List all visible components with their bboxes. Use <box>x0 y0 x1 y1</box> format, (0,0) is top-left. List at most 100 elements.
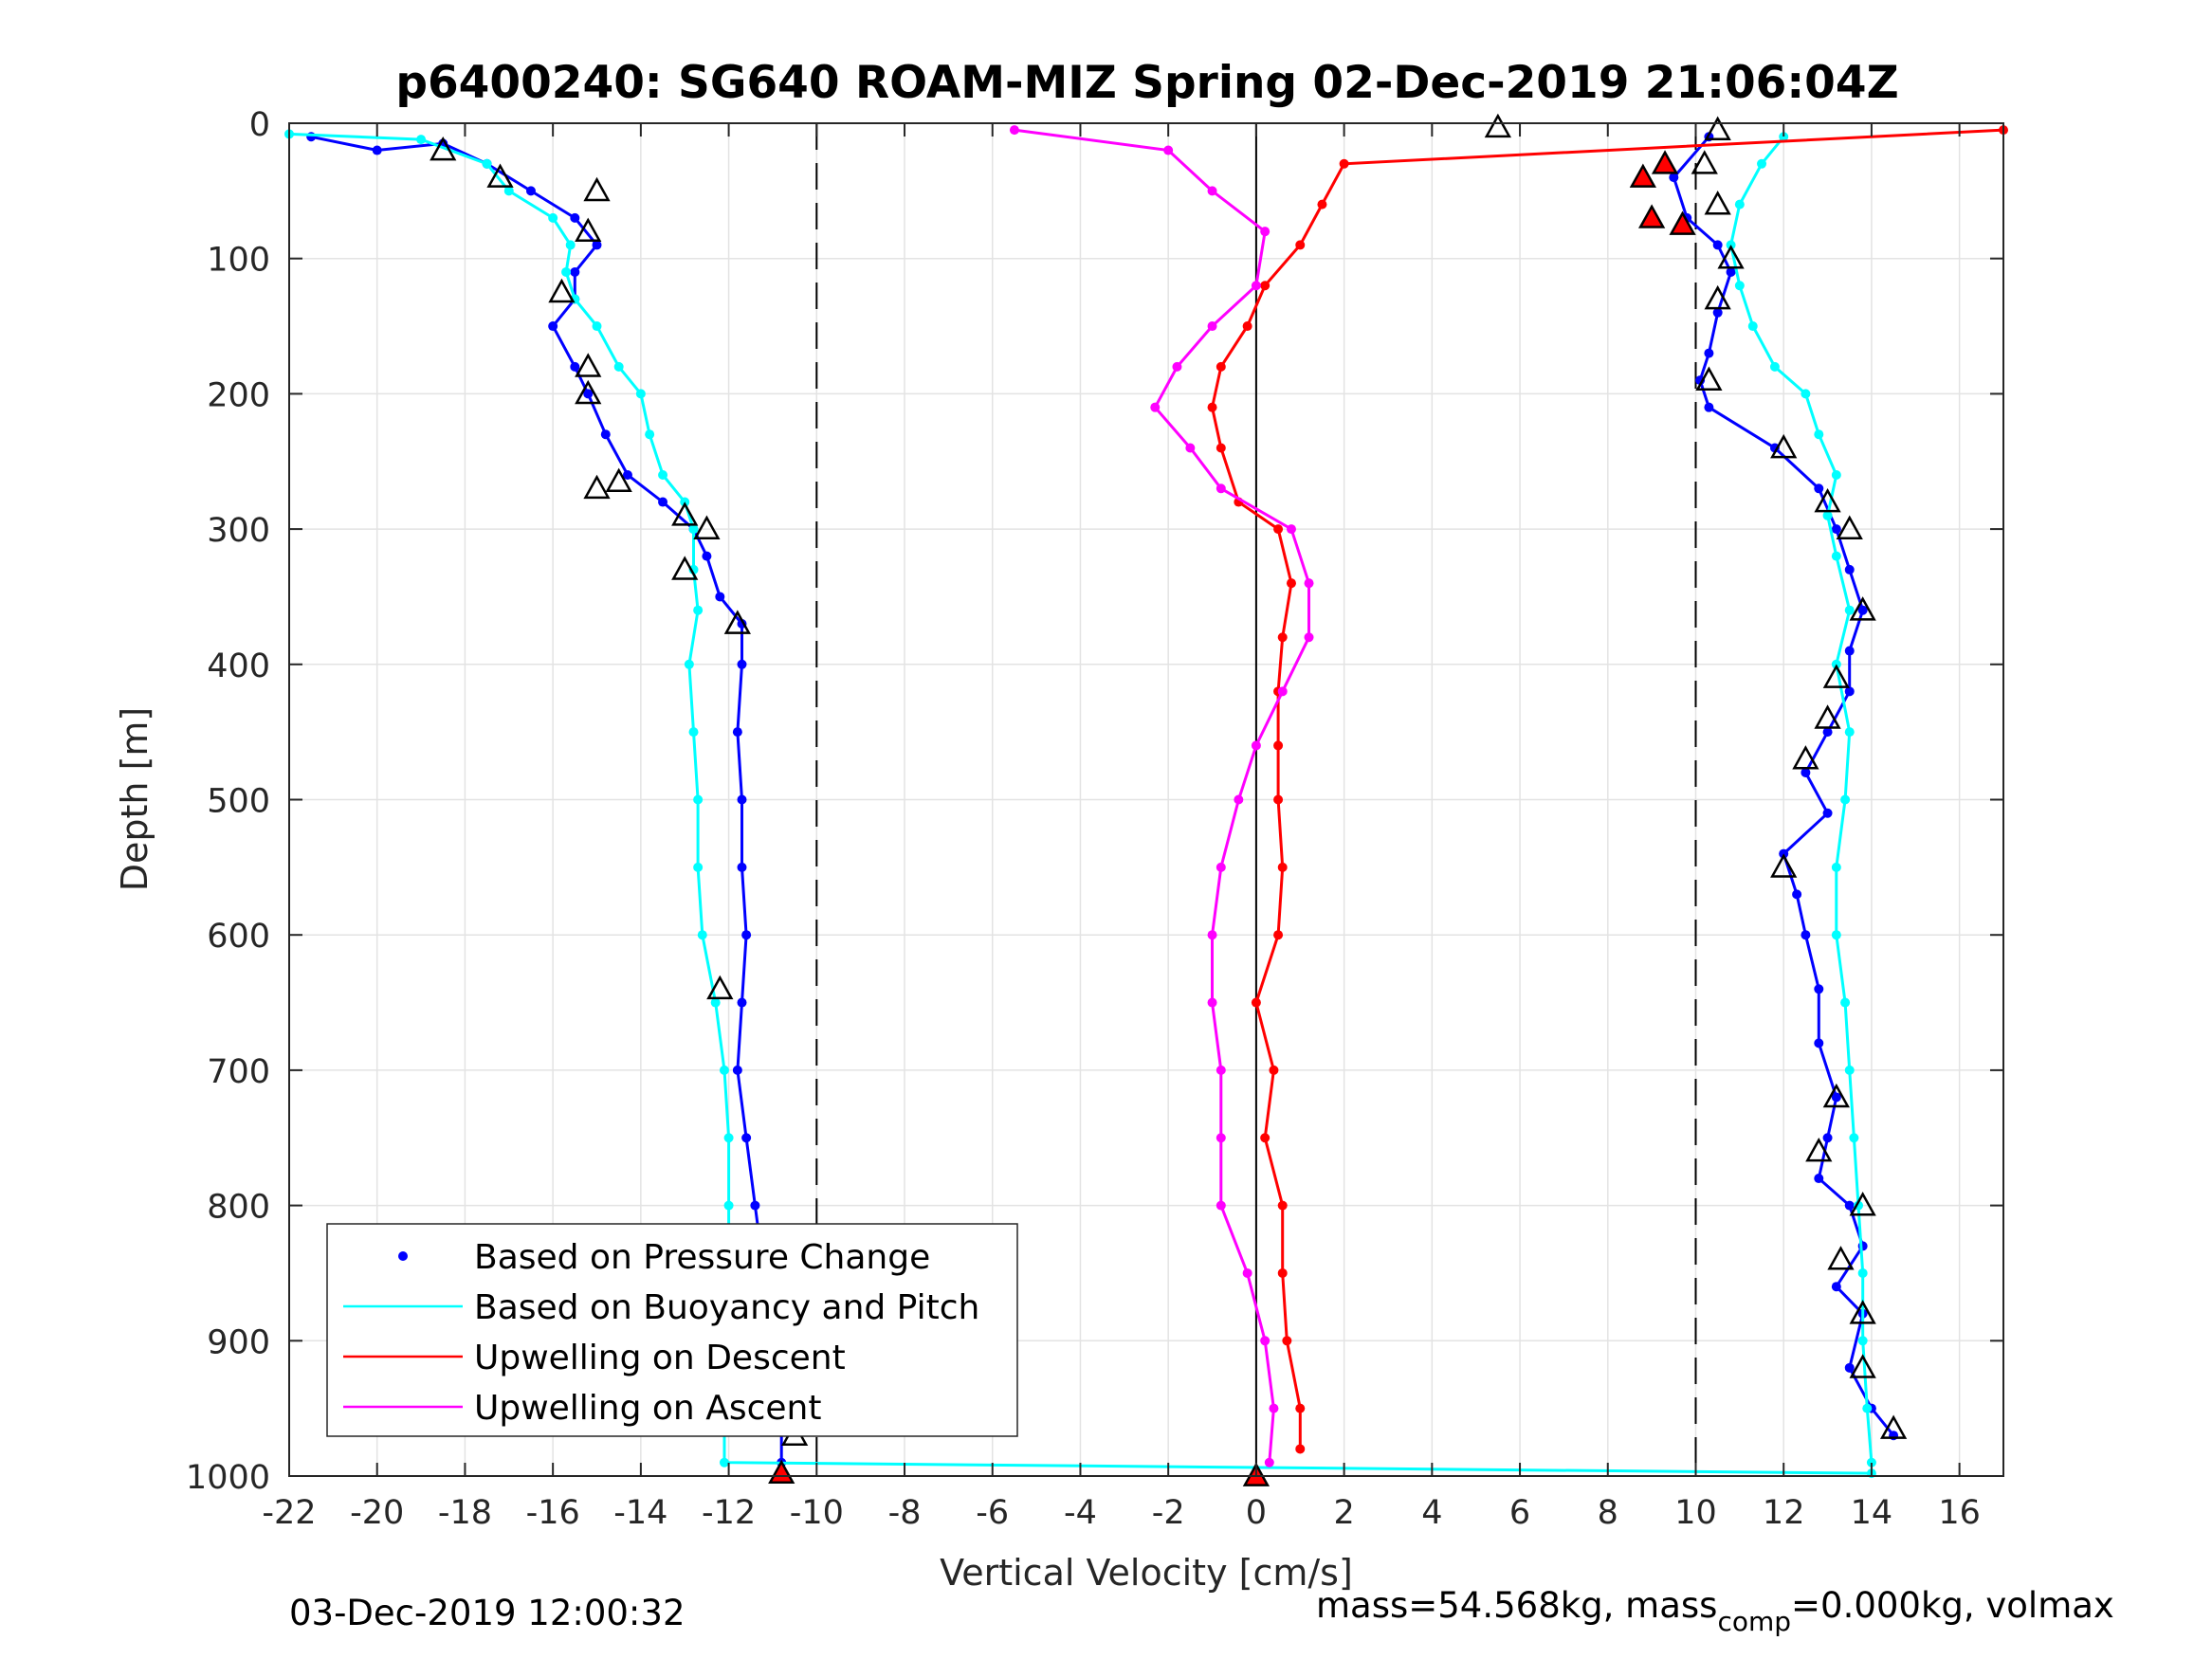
triangle-marker <box>1805 1137 1833 1162</box>
data-point <box>723 1133 734 1143</box>
data-point <box>592 240 602 250</box>
triangle-marker <box>1827 1246 1855 1270</box>
triangle-marker <box>723 610 751 634</box>
data-point <box>688 524 699 535</box>
triangle-marker <box>1704 191 1731 215</box>
data-point <box>697 930 707 940</box>
data-point <box>1779 132 1789 142</box>
triangle-marker <box>693 515 721 539</box>
data-point <box>1273 930 1284 940</box>
data-point <box>1801 767 1811 777</box>
data-point <box>1769 361 1780 372</box>
triangle-marker <box>1814 487 1841 513</box>
data-point <box>1844 727 1855 738</box>
data-point <box>1277 632 1288 643</box>
data-point <box>1277 1200 1288 1211</box>
x-tick-label: 8 <box>1598 1494 1618 1532</box>
x-tick-label: -8 <box>888 1494 922 1532</box>
data-point <box>1295 240 1306 250</box>
data-point <box>1269 1403 1279 1413</box>
data-point <box>1857 1336 1868 1346</box>
y-tick-label: 800 <box>207 1189 270 1227</box>
data-point <box>1862 1403 1873 1413</box>
triangle-marker-red <box>768 1459 795 1484</box>
data-point <box>1822 1133 1833 1143</box>
data-point <box>372 145 382 155</box>
data-point <box>1207 321 1217 332</box>
footer-timestamp: 03-Dec-2019 12:00:32 <box>289 1593 686 1633</box>
data-point <box>416 135 427 145</box>
y-tick-label: 700 <box>207 1053 270 1091</box>
x-tick-label: 4 <box>1421 1494 1442 1532</box>
triangle-marker <box>671 556 699 580</box>
legend-label: Upwelling on Descent <box>474 1339 846 1377</box>
triangle-marker <box>1849 1300 1876 1324</box>
triangle-marker-red <box>1638 204 1666 228</box>
data-point <box>1264 1457 1274 1468</box>
data-point <box>548 321 558 332</box>
data-series <box>284 125 2008 1479</box>
data-point <box>1734 281 1745 291</box>
data-point <box>693 794 704 805</box>
data-point <box>715 592 725 602</box>
triangle-marker <box>575 353 602 377</box>
triangle-marker-red <box>1651 150 1679 174</box>
data-point <box>1801 389 1811 399</box>
triangle-marker <box>575 379 602 405</box>
data-point <box>1251 997 1261 1008</box>
data-point <box>1844 1065 1855 1075</box>
data-point <box>1295 1444 1306 1454</box>
data-point <box>1273 524 1284 535</box>
data-point <box>1260 227 1271 237</box>
data-point <box>482 158 492 169</box>
data-point <box>1831 1092 1841 1103</box>
triangle-marker-red <box>1669 210 1696 235</box>
data-point <box>1163 145 1174 155</box>
axis-ticks: -22 -20 -18 -16 -14 -12 -10 -8 -6 -4 -2 0 2 4 6 8 10 12 14… <box>186 106 2003 1532</box>
triangle-marker <box>1879 1414 1908 1439</box>
data-point <box>1216 1065 1226 1075</box>
triangle-marker <box>1836 515 1863 539</box>
data-point <box>1831 551 1841 561</box>
data-point <box>737 997 747 1008</box>
x-tick-label: -16 <box>526 1494 580 1532</box>
data-point <box>1831 524 1841 535</box>
data-point <box>1207 997 1217 1008</box>
data-point <box>1857 605 1868 615</box>
legend-box <box>326 1223 1018 1437</box>
data-point <box>570 212 580 223</box>
data-point <box>1185 443 1196 453</box>
data-point <box>1844 605 1855 615</box>
triangle-marker <box>575 217 602 243</box>
data-point <box>1304 578 1314 589</box>
footer-mass-info: mass=54.568kg, masscomp=0.000kg, volmax <box>1316 1585 2114 1637</box>
data-point <box>1260 1336 1271 1346</box>
data-point <box>600 429 611 440</box>
x-tick-label: 10 <box>1674 1494 1717 1532</box>
triangle-marker <box>430 136 457 161</box>
data-point <box>1277 686 1288 697</box>
data-point <box>565 240 576 250</box>
data-point <box>1216 443 1226 453</box>
y-tick-label: 900 <box>207 1323 270 1361</box>
y-tick-label: 1000 <box>186 1459 270 1497</box>
x-tick-label: 0 <box>1246 1494 1267 1532</box>
series-line <box>310 135 783 1463</box>
y-tick-label: 100 <box>207 242 270 280</box>
data-point <box>635 389 646 399</box>
data-point <box>1831 862 1841 872</box>
data-point <box>1712 240 1723 250</box>
triangle-marker <box>1792 745 1819 770</box>
data-point <box>1242 321 1252 332</box>
x-tick-label: -18 <box>438 1494 492 1532</box>
x-tick-label: -22 <box>262 1494 316 1532</box>
x-tick-label: -4 <box>1064 1494 1097 1532</box>
triangle-marker-red <box>1629 163 1656 188</box>
mass-subscript: comp <box>1717 1606 1792 1637</box>
data-point <box>613 361 624 372</box>
data-point <box>525 186 536 196</box>
x-tick-label: -20 <box>350 1494 404 1532</box>
data-point <box>1704 348 1714 358</box>
triangle-marker <box>1814 704 1841 729</box>
